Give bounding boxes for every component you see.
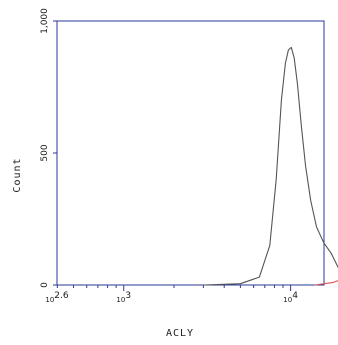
x-tick-label: 104 [283,291,298,304]
series-layer [203,46,338,286]
series-line-acly [314,280,338,286]
ticks-layer [53,20,292,291]
x-tick-label: 103 [116,291,131,304]
plot-frame [56,20,325,286]
y-tick-label: 500 [40,144,50,161]
y-tick-label: 0 [40,282,50,288]
y-axis-title: Count [12,157,23,192]
y-tick-label: 1,000 [40,8,50,34]
series-line-control [203,46,338,286]
x-tick-label: 102.6 [45,291,69,304]
x-axis-title: ACLY [166,328,194,339]
